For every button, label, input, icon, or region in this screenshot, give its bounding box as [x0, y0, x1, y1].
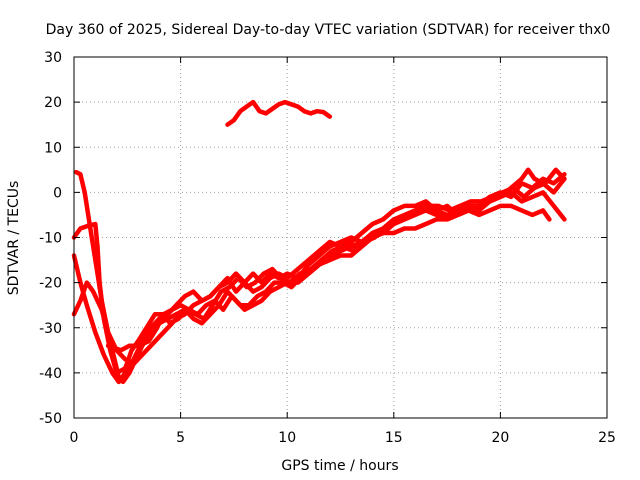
y-tick-label: -30	[39, 321, 62, 337]
x-axis-label: GPS time / hours	[281, 458, 398, 474]
y-tick-label: -10	[39, 231, 62, 247]
y-axis-label: SDTVAR / TECUs	[6, 181, 22, 296]
plot-area-border	[73, 56, 608, 419]
x-tick-label: 0	[70, 430, 79, 446]
y-tick-label: -40	[39, 366, 62, 382]
series-line-arc-6	[225, 99, 333, 127]
series-line-arc-3	[71, 203, 552, 376]
series-line-arc-5	[105, 167, 567, 353]
y-tick-label: 30	[44, 50, 62, 66]
y-tick-labels: -50 -40 -30 -20 -10 0 10 20 30	[39, 50, 62, 427]
y-tick-label: -20	[39, 276, 62, 292]
x-tick-label: 10	[278, 430, 296, 446]
x-tick-label: 5	[176, 430, 185, 446]
x-tick-label: 15	[385, 430, 403, 446]
x-tick-label: 20	[491, 430, 509, 446]
series-line-arc-2	[71, 190, 567, 385]
y-tick-label: 0	[53, 185, 62, 201]
series-line-arc-1	[71, 172, 567, 367]
axis-ticks	[73, 56, 608, 419]
y-tick-label: 10	[44, 140, 62, 156]
series-layer	[71, 99, 567, 385]
x-tick-label: 25	[598, 430, 616, 446]
y-tick-label: 20	[44, 95, 62, 111]
y-tick-label: -50	[39, 411, 62, 427]
chart-title: Day 360 of 2025, Sidereal Day-to-day VTE…	[46, 22, 611, 38]
x-tick-labels: 0 5 10 15 20 25	[70, 430, 616, 446]
series-line-arc-4	[73, 167, 567, 385]
grid	[74, 57, 607, 418]
